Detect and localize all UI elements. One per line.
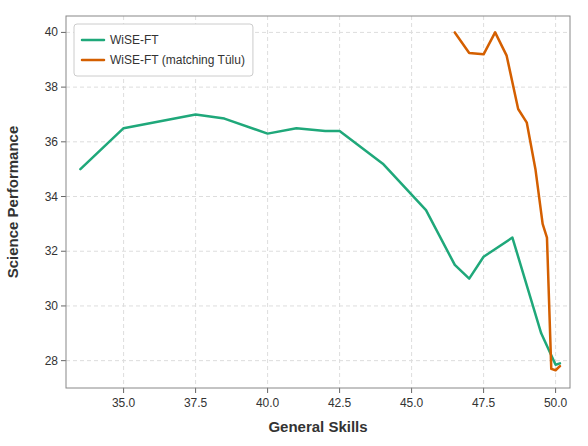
tick-label-y: 30 [45, 299, 59, 313]
tick-label-x: 40.0 [256, 396, 280, 410]
grid-line-x [339, 16, 340, 388]
series-line [455, 32, 560, 370]
grid-line-y [66, 196, 570, 197]
y-axis-label: Science Performance [4, 126, 21, 279]
x-axis-label: General Skills [268, 418, 367, 435]
tick-label-y: 28 [45, 354, 59, 368]
tick-x [267, 388, 268, 393]
plot-frame [66, 16, 570, 388]
tick-y [61, 305, 66, 306]
legend-swatch [82, 59, 104, 62]
tick-y [61, 196, 66, 197]
legend-box [74, 24, 253, 76]
tick-label-y: 40 [45, 25, 59, 39]
tick-x [123, 388, 124, 393]
tick-label-x: 37.5 [184, 396, 208, 410]
chart-svg: 35.0 37.5 40.0 42.5 45.0 47.5 50.0 28 30 32 34 36 38… [0, 0, 588, 446]
tick-label-y: 36 [45, 135, 59, 149]
grid [66, 16, 570, 388]
tick-label-x: 35.0 [112, 396, 136, 410]
tick-x [339, 388, 340, 393]
series-line [80, 114, 560, 364]
grid-line-x [411, 16, 412, 388]
tick-label-y: 38 [45, 80, 59, 94]
grid-line-y [66, 305, 570, 306]
tick-label-x: 42.5 [328, 396, 352, 410]
legend-label: WiSE-FT [110, 33, 159, 47]
tick-x [555, 388, 556, 393]
tick-y [61, 360, 66, 361]
grid-line-x [267, 16, 268, 388]
tick-y [61, 141, 66, 142]
tick-x [195, 388, 196, 393]
tick-label-x: 47.5 [472, 396, 496, 410]
grid-line-y [66, 87, 570, 88]
grid-line-y [66, 360, 570, 361]
tick-y [61, 32, 66, 33]
tick-y [61, 87, 66, 88]
tick-y [61, 251, 66, 252]
legend-swatch [82, 39, 104, 42]
tick-label-x: 45.0 [400, 396, 424, 410]
grid-line-y [66, 141, 570, 142]
legend-label: WiSE-FT (matching Tūlu) [110, 53, 245, 67]
tick-label-y: 32 [45, 244, 59, 258]
axes: 35.0 37.5 40.0 42.5 45.0 47.5 50.0 28 30 32 34 36 38… [45, 16, 570, 410]
tick-x [411, 388, 412, 393]
background [0, 0, 588, 446]
tick-label-y: 34 [45, 190, 59, 204]
chart-container: 35.0 37.5 40.0 42.5 45.0 47.5 50.0 28 30 32 34 36 38… [0, 0, 588, 446]
legend: WiSE-FT WiSE-FT (matching Tūlu) [74, 24, 253, 76]
tick-x [483, 388, 484, 393]
series-group [80, 32, 560, 370]
tick-label-x: 50.0 [544, 396, 568, 410]
grid-line-x [555, 16, 556, 388]
grid-line-x [483, 16, 484, 388]
